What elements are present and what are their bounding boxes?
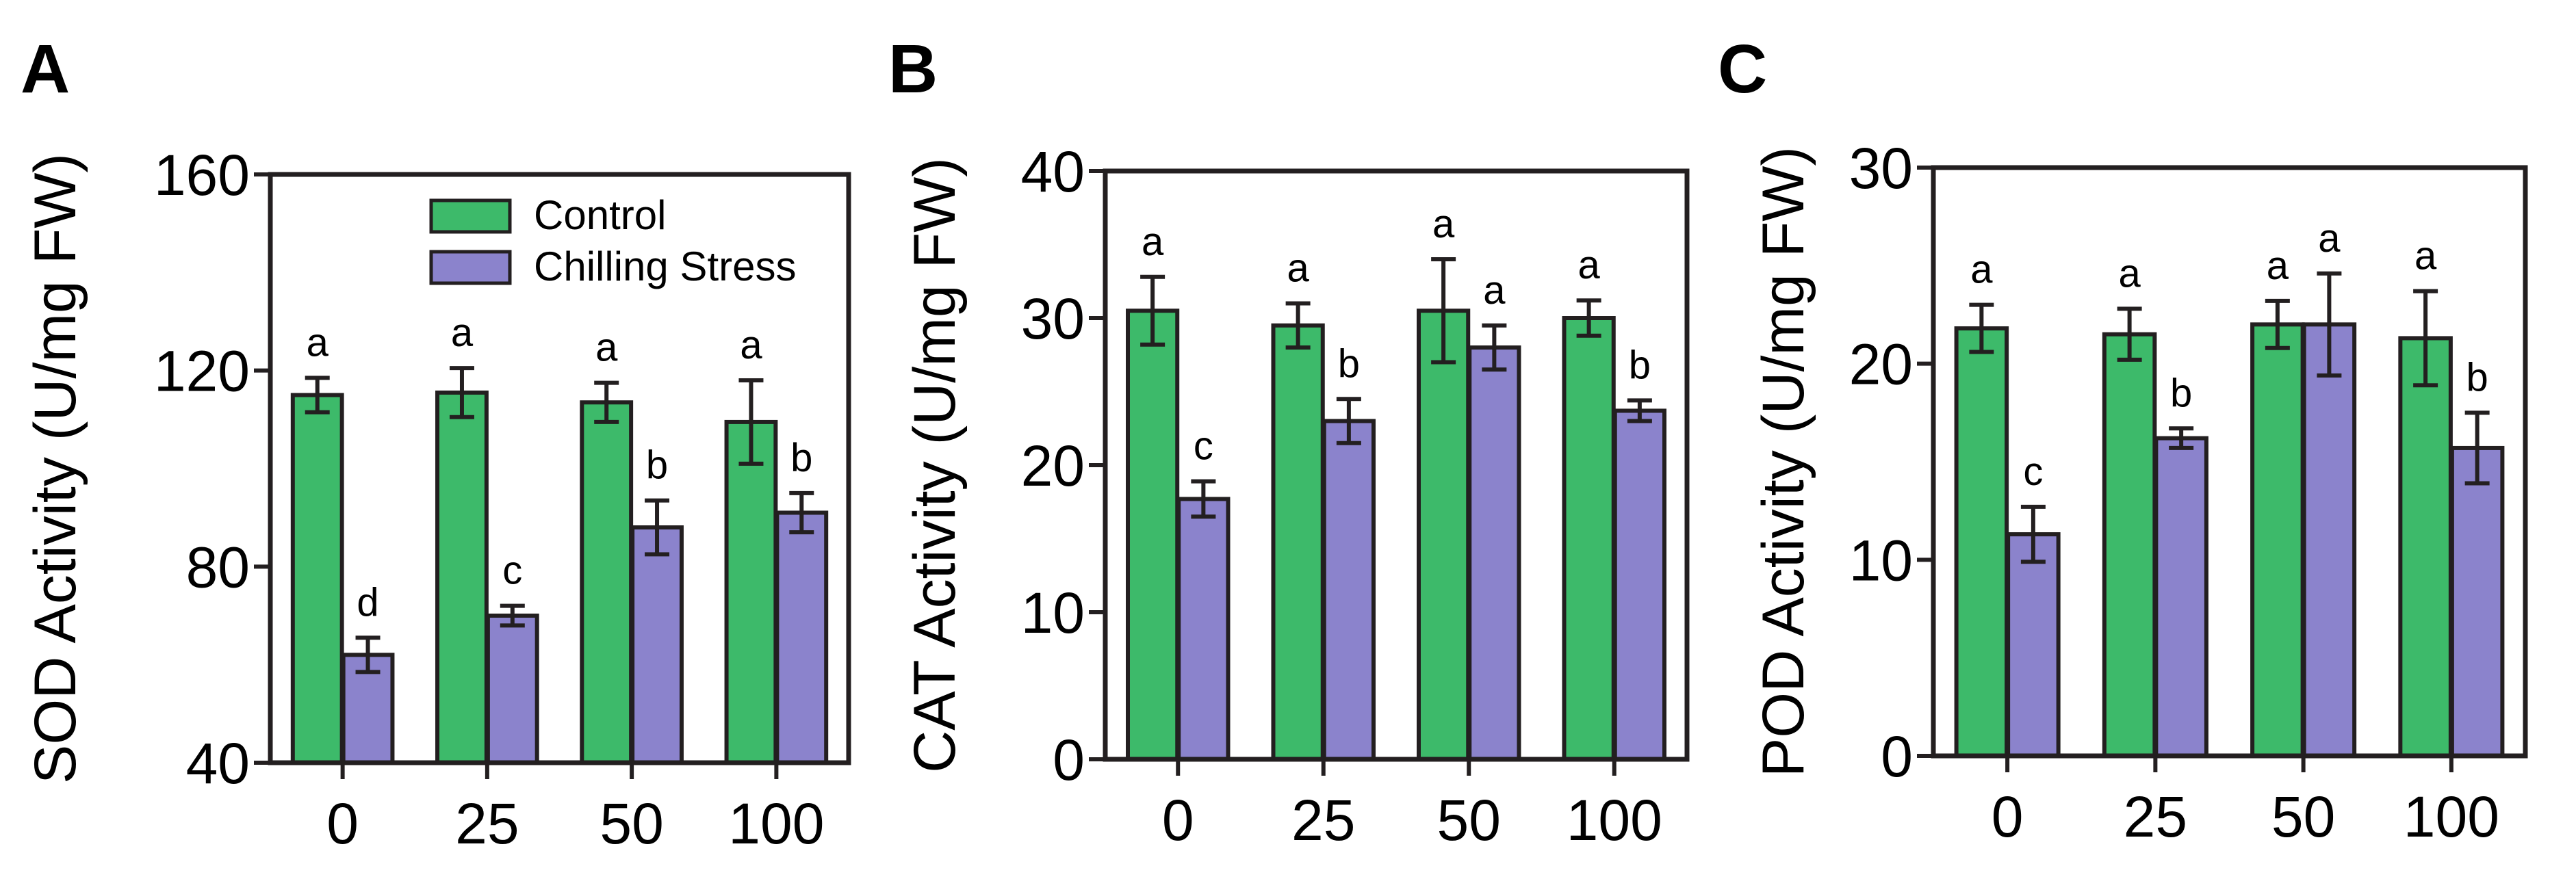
- significance-letter: d: [357, 580, 378, 625]
- significance-letter: a: [2118, 251, 2141, 296]
- bar-chilling-stress: [485, 614, 539, 765]
- panel-letter: C: [1718, 31, 1767, 107]
- significance-letter: a: [2318, 216, 2341, 261]
- x-tick-label: 0: [1162, 788, 1194, 852]
- y-axis-title: CAT Activity (U/mg FW): [902, 157, 968, 773]
- y-tick-label: 120: [154, 339, 250, 404]
- bar-control: [290, 393, 344, 765]
- significance-letter: a: [2267, 244, 2289, 288]
- significance-letter: b: [2466, 355, 2488, 399]
- x-tick-label: 100: [1567, 788, 1662, 852]
- x-tick-label: 0: [1992, 785, 2024, 849]
- significance-letter: b: [646, 443, 668, 488]
- plot-frame: [1931, 165, 2528, 759]
- bar-control: [2102, 332, 2157, 758]
- y-axis-title: POD Activity (U/mg FW): [1751, 146, 1816, 777]
- significance-letter: a: [1142, 220, 1164, 264]
- legend: Control Chilling Stress: [429, 192, 796, 289]
- y-tick-label: 40: [186, 731, 250, 796]
- significance-letter: a: [1287, 246, 1309, 291]
- y-tick-label: 20: [1021, 434, 1085, 498]
- bar-chilling-stress: [1176, 497, 1231, 761]
- bar-chilling-stress: [1322, 419, 1376, 761]
- bar-control: [1562, 316, 1616, 761]
- y-tick-label: 20: [1849, 332, 1913, 397]
- plot-frame: [1103, 168, 1690, 762]
- bar-control: [2250, 322, 2305, 759]
- significance-letter: b: [2170, 371, 2192, 415]
- y-tick-label: 40: [1021, 140, 1085, 204]
- x-tick-label: 50: [2271, 785, 2335, 849]
- x-tick-label: 50: [600, 791, 663, 856]
- y-tick-label: 30: [1021, 287, 1085, 351]
- bar-control: [724, 419, 778, 765]
- bar-chilling-stress: [2154, 436, 2208, 758]
- bar-control: [1271, 323, 1325, 761]
- x-tick-label: 25: [455, 791, 519, 856]
- y-tick-label: 10: [1021, 581, 1085, 645]
- y-axis-title: SOD Activity (U/mg FW): [23, 153, 88, 784]
- significance-letter: a: [595, 326, 618, 370]
- y-tick-label: 160: [154, 143, 250, 207]
- y-tick-label: 80: [186, 535, 250, 599]
- bar-control: [1417, 309, 1471, 761]
- significance-letter: c: [502, 549, 522, 593]
- bar-control: [2398, 336, 2453, 758]
- bar-control: [435, 390, 489, 765]
- bar-chilling-stress: [2449, 445, 2505, 759]
- bar-chilling-stress: [1467, 345, 1521, 761]
- x-tick-label: 100: [2404, 785, 2499, 849]
- significance-letter: a: [1577, 243, 1600, 287]
- bar-control: [580, 400, 634, 765]
- legend-swatch: [429, 250, 512, 285]
- x-tick-label: 100: [728, 791, 824, 856]
- significance-letter: c: [2023, 449, 2043, 494]
- y-tick-label: 30: [1849, 136, 1913, 200]
- bar-chilling-stress: [2006, 532, 2061, 758]
- significance-letter: a: [2414, 234, 2437, 278]
- y-tick-label: 0: [1053, 728, 1085, 792]
- bar-control: [1954, 326, 2009, 759]
- panel-a: A SOD Activity (U/mg FW) 40 80 120 160 a a a a d c b…: [21, 31, 851, 856]
- bar-chilling-stress: [1612, 408, 1666, 761]
- x-tick-label: 25: [1291, 788, 1355, 852]
- bar-control: [1126, 309, 1180, 761]
- legend-swatch: [429, 198, 512, 234]
- y-tick-label: 0: [1881, 724, 1913, 789]
- x-tick-label: 25: [2124, 785, 2187, 849]
- legend-label: Control: [534, 192, 666, 238]
- significance-letter: a: [1432, 202, 1455, 246]
- significance-letter: a: [451, 311, 474, 355]
- x-tick-label: 0: [326, 791, 359, 856]
- significance-letter: a: [1483, 268, 1506, 313]
- significance-letter: c: [1194, 424, 1213, 469]
- x-tick-label: 50: [1437, 788, 1501, 852]
- legend-label: Chilling Stress: [534, 244, 796, 289]
- bar-chilling-stress: [2302, 322, 2357, 759]
- significance-letter: a: [740, 323, 762, 367]
- bar-chilling-stress: [630, 525, 684, 765]
- y-tick-label: 10: [1849, 528, 1913, 592]
- significance-letter: a: [1970, 248, 1993, 292]
- significance-letter: a: [307, 320, 329, 365]
- plot-frame: [268, 172, 851, 765]
- bar-chilling-stress: [775, 510, 829, 765]
- significance-letter: b: [1338, 341, 1360, 386]
- panel-letter: A: [21, 31, 70, 107]
- significance-letter: b: [1629, 343, 1651, 387]
- significance-letter: b: [790, 436, 812, 480]
- panel-letter: B: [888, 31, 938, 107]
